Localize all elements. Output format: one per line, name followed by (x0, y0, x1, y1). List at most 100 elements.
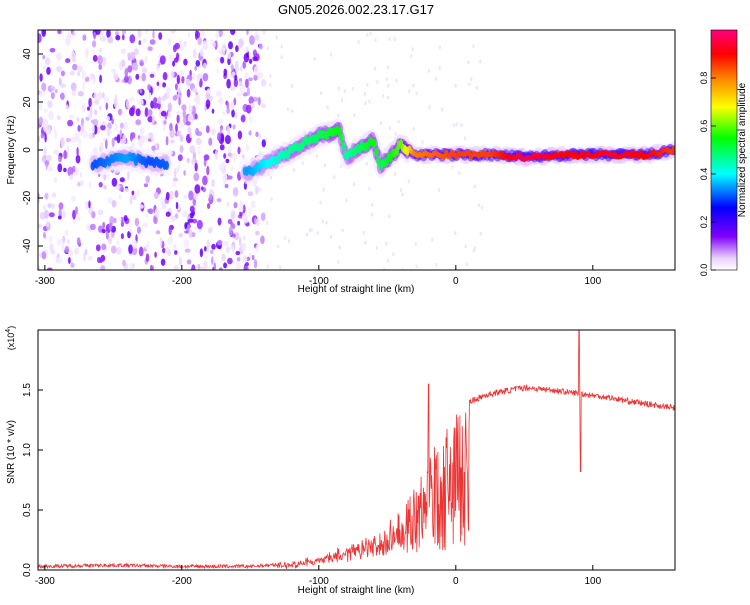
noise-blob (247, 191, 254, 197)
noise-blob (44, 159, 50, 167)
noise-blob (238, 80, 243, 87)
noise-blob (87, 255, 93, 261)
noise-blob (239, 211, 243, 217)
noise-blob (77, 181, 81, 187)
noise-blob (142, 38, 147, 43)
noise-blob (151, 145, 156, 151)
noise-blob (145, 253, 150, 263)
noise-blob (248, 58, 253, 64)
noise-blob (460, 122, 463, 127)
snr-panel: -300 -200 -100 0 100 0.0 0.5 1.0 1.5 Height of s… (5, 326, 676, 596)
noise-blob (119, 138, 126, 145)
noise-blob (181, 104, 187, 111)
noise-blob (153, 97, 158, 104)
noise-blob (161, 82, 167, 88)
noise-blob (231, 109, 235, 118)
noise-blob (254, 34, 260, 41)
x-tick-label: -100 (309, 576, 329, 587)
noise-blob (45, 57, 51, 66)
noise-blob (56, 66, 62, 72)
chart-title: GN05.2026.002.23.17.G17 (278, 2, 434, 17)
noise-blob (197, 263, 201, 270)
noise-blob (50, 92, 55, 100)
noise-blob (213, 262, 217, 270)
noise-blob (135, 73, 140, 80)
noise-blob (42, 204, 47, 211)
noise-blob (386, 258, 390, 263)
noise-blob (94, 98, 100, 105)
noise-blob (168, 37, 171, 46)
noise-blob (97, 55, 103, 65)
noise-blob (176, 114, 180, 124)
noise-blob (227, 218, 233, 225)
noise-blob (185, 78, 191, 86)
noise-blob (411, 47, 414, 52)
noise-blob (222, 110, 226, 116)
noise-blob (183, 58, 188, 66)
noise-blob (209, 193, 213, 201)
noise-blob (134, 217, 140, 227)
noise-blob (133, 48, 139, 56)
noise-blob (97, 209, 104, 216)
noise-blob (105, 231, 109, 240)
noise-blob (188, 190, 194, 201)
noise-blob (81, 70, 87, 80)
noise-blob (145, 213, 148, 218)
noise-blob (199, 248, 203, 258)
noise-blob (203, 260, 208, 270)
noise-blob (233, 201, 238, 209)
noise-blob (188, 104, 193, 114)
noise-blob (215, 30, 220, 40)
noise-blob (76, 117, 80, 122)
snr-ticks: -300 -200 -100 0 100 0.0 0.5 1.0 1.5 (22, 383, 602, 587)
noise-blob (260, 212, 266, 221)
noise-blob (121, 30, 127, 35)
noise-blob (43, 108, 48, 113)
noise-blob (388, 37, 391, 41)
noise-blob (205, 91, 211, 100)
noise-blob (175, 166, 180, 174)
noise-blob (100, 124, 106, 131)
noise-blob (228, 41, 233, 50)
noise-blob (242, 82, 246, 90)
noise-blob (46, 66, 51, 75)
noise-blob (322, 187, 325, 192)
noise-blob (245, 104, 252, 114)
noise-blob (138, 40, 142, 46)
noise-blob (89, 73, 95, 80)
noise-blob (252, 56, 258, 62)
noise-blob (81, 103, 86, 113)
noise-blob (233, 112, 238, 119)
noise-blob (230, 64, 234, 72)
noise-blob (287, 239, 291, 244)
noise-blob (168, 54, 174, 62)
noise-blob (76, 146, 79, 157)
noise-blob (138, 246, 144, 257)
x-tick-label: 100 (584, 276, 601, 287)
noise-blob (175, 110, 182, 115)
noise-blob (376, 79, 379, 84)
noise-blob (197, 36, 202, 46)
noise-blob (99, 35, 106, 42)
noise-blob (399, 188, 403, 193)
noise-blob (167, 248, 172, 257)
noise-blob (51, 86, 56, 91)
noise-blob (124, 68, 129, 78)
noise-blob (194, 162, 198, 172)
noise-blob (144, 30, 149, 35)
noise-blob (308, 228, 311, 232)
noise-blob (181, 76, 185, 84)
noise-blob (107, 197, 114, 203)
noise-blob (227, 152, 232, 157)
noise-blob (237, 130, 243, 140)
noise-blob (199, 266, 205, 270)
noise-blob (438, 65, 441, 70)
y-tick-label: -40 (22, 238, 33, 253)
noise-blob (184, 248, 191, 253)
noise-blob (147, 46, 153, 52)
noise-blob (224, 183, 229, 189)
noise-blob (217, 239, 223, 246)
noise-blob (71, 89, 76, 97)
noise-blob (325, 220, 328, 225)
